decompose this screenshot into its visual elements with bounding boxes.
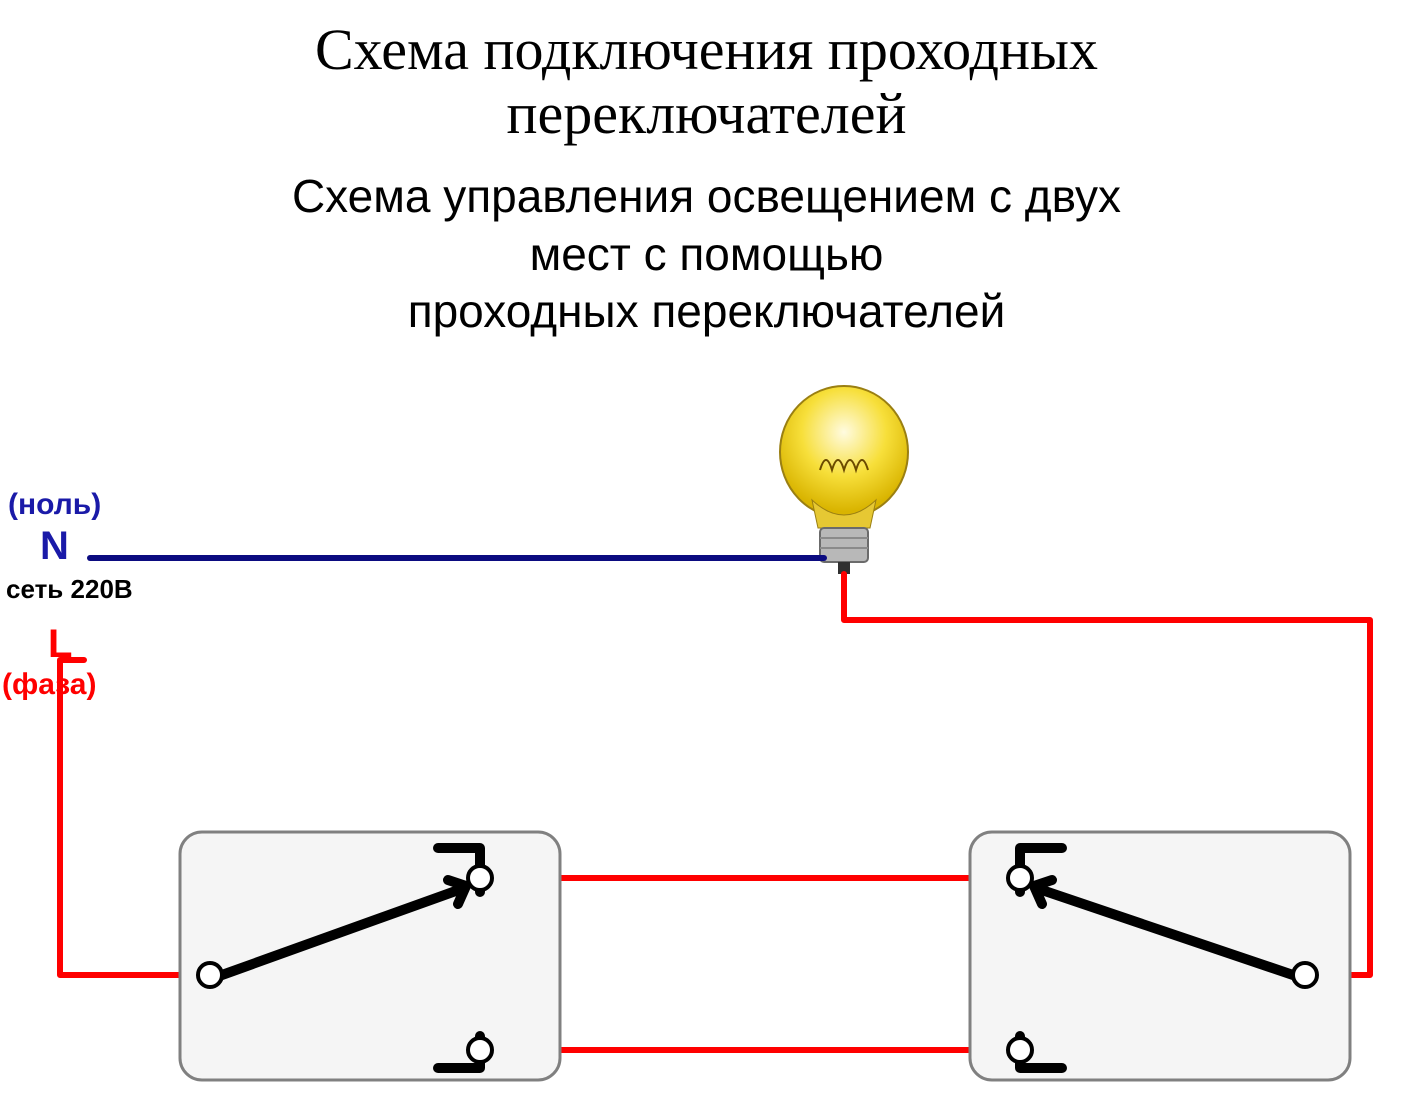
page: Схема подключения проходных переключател…: [0, 0, 1413, 1116]
switch-1-common-terminal: [198, 963, 222, 987]
switch-2-bottom-terminal: [1008, 1038, 1032, 1062]
switch-1-top-terminal: [468, 866, 492, 890]
switch-2-common-terminal: [1293, 963, 1317, 987]
circuit-diagram: [0, 0, 1413, 1116]
light-bulb-icon: [780, 386, 908, 574]
switch-2-top-terminal: [1008, 866, 1032, 890]
switch-1-box: [180, 832, 560, 1080]
switch-1-bottom-terminal: [468, 1038, 492, 1062]
phase-wire-supply-to-sw1: [60, 660, 198, 975]
